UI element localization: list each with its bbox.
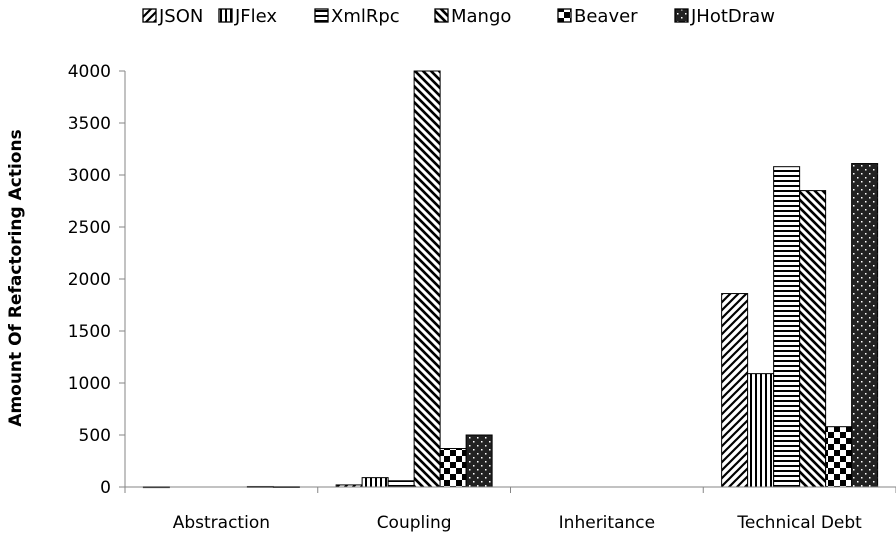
bar-beaver-coupling <box>439 448 467 488</box>
bar-jhotdraw-technical-debt <box>851 163 879 488</box>
bar-jhotdraw-coupling <box>465 434 493 488</box>
bar-xmlrpc-coupling <box>387 480 415 488</box>
y-tick-label: 2000 <box>68 270 111 290</box>
legend-label-mango: Mango <box>451 6 511 27</box>
legend-swatch-jflex <box>218 8 233 23</box>
y-tick-label: 4000 <box>68 62 111 82</box>
y-axis: 0 500 1000 1500 2000 2500 3000 3500 4000 <box>68 62 126 498</box>
y-tick-label: 3000 <box>68 166 111 186</box>
bar-beaver-technical-debt <box>825 426 853 488</box>
y-tick-label: 3500 <box>68 114 111 134</box>
y-tick-label: 0 <box>100 478 111 498</box>
bar-mango-technical-debt <box>799 190 827 488</box>
bar-mango-coupling <box>413 70 441 488</box>
legend: JSON JFlex XmlRpc Mango Beaver JHotDraw <box>142 6 775 27</box>
legend-label-jflex: JFlex <box>234 6 277 27</box>
y-tick-label: 1000 <box>68 374 111 394</box>
bar-jflex-technical-debt <box>747 373 775 488</box>
legend-swatch-mango <box>434 8 449 23</box>
x-category-label: Coupling <box>377 513 452 533</box>
x-category-label: Abstraction <box>173 513 270 533</box>
legend-swatch-beaver <box>557 8 572 23</box>
legend-label-beaver: Beaver <box>574 6 638 27</box>
y-tick-label: 500 <box>79 426 111 446</box>
x-category-label: Inheritance <box>559 513 655 533</box>
bar-xmlrpc-technical-debt <box>773 166 801 488</box>
bars <box>142 70 879 489</box>
x-category-label: Technical Debt <box>736 513 862 533</box>
legend-swatch-json <box>142 8 157 23</box>
bar-json-technical-debt <box>721 293 749 488</box>
y-tick-label: 1500 <box>68 322 111 342</box>
x-axis: Abstraction Coupling Inheritance Technical … <box>124 486 896 533</box>
legend-label-json: JSON <box>158 6 203 27</box>
bar-jflex-coupling <box>361 477 389 488</box>
legend-swatch-xmlrpc <box>314 8 329 23</box>
legend-label-xmlrpc: XmlRpc <box>331 6 400 27</box>
legend-label-jhotdraw: JHotDraw <box>690 6 775 27</box>
legend-swatch-jhotdraw <box>674 8 689 23</box>
y-tick-label: 2500 <box>68 218 111 238</box>
y-axis-label: Amount Of Refactoring Actions <box>6 129 26 426</box>
